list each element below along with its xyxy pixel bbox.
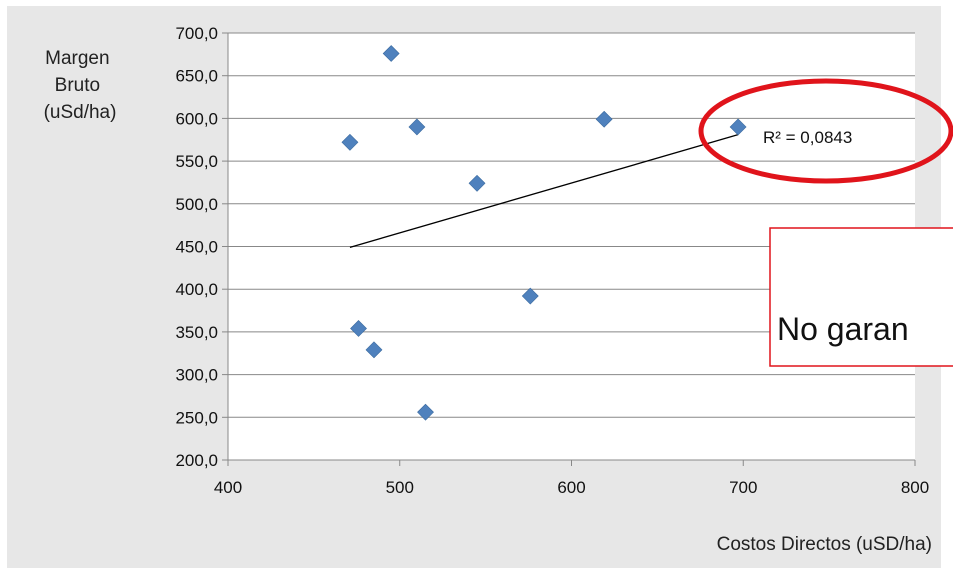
y-tick-label: 450,0 xyxy=(175,238,218,257)
y-tick-label: 650,0 xyxy=(175,67,218,86)
data-point-5 xyxy=(729,118,747,136)
x-axis-label: Costos Directos (uSD/ha) xyxy=(717,534,932,555)
data-point-3 xyxy=(468,174,486,192)
data-point-2 xyxy=(408,118,426,136)
data-point-9 xyxy=(417,403,434,421)
x-tick-label: 700 xyxy=(729,478,757,497)
y-tick-label: 250,0 xyxy=(175,408,218,427)
data-point-7 xyxy=(350,320,367,337)
x-tick-label: 600 xyxy=(557,478,585,497)
trendline xyxy=(349,134,739,248)
callout-text: No garan xyxy=(777,311,909,347)
y-tick-label: 500,0 xyxy=(175,195,218,214)
data-point-1 xyxy=(341,133,359,151)
y-axis-ticks: 200,0 250,0 300,0 350,0 400,0 450,0 500,0 550,0… xyxy=(175,24,228,470)
callout-box: No garan xyxy=(769,227,953,367)
y-tick-label: 550,0 xyxy=(175,152,218,171)
y-axis-label-line-1: Margen xyxy=(45,48,109,69)
y-tick-label: 400,0 xyxy=(175,280,218,299)
r-squared-label: R² = 0,0843 xyxy=(763,128,852,147)
x-tick-label: 800 xyxy=(901,478,929,497)
data-point-0 xyxy=(382,45,400,62)
x-tick-label: 500 xyxy=(386,478,414,497)
callout-box-border xyxy=(769,227,953,367)
y-axis-label-line-2: Bruto xyxy=(55,75,100,96)
y-axis-label: Margen Bruto (uSd/ha) xyxy=(44,48,117,123)
y-tick-label: 700,0 xyxy=(175,24,218,43)
data-point-8 xyxy=(365,341,383,359)
data-point-4 xyxy=(595,110,613,128)
x-tick-label: 400 xyxy=(214,478,242,497)
data-points xyxy=(341,45,747,421)
y-tick-label: 300,0 xyxy=(175,366,218,385)
data-point-6 xyxy=(521,287,539,305)
y-tick-label: 350,0 xyxy=(175,323,218,342)
y-axis-label-line-3: (uSd/ha) xyxy=(44,102,117,123)
y-tick-label: 600,0 xyxy=(175,109,218,128)
y-tick-label: 200,0 xyxy=(175,451,218,470)
highlight-ellipse xyxy=(698,78,953,184)
x-axis-ticks: 400 500 600 700 800 xyxy=(214,460,929,497)
